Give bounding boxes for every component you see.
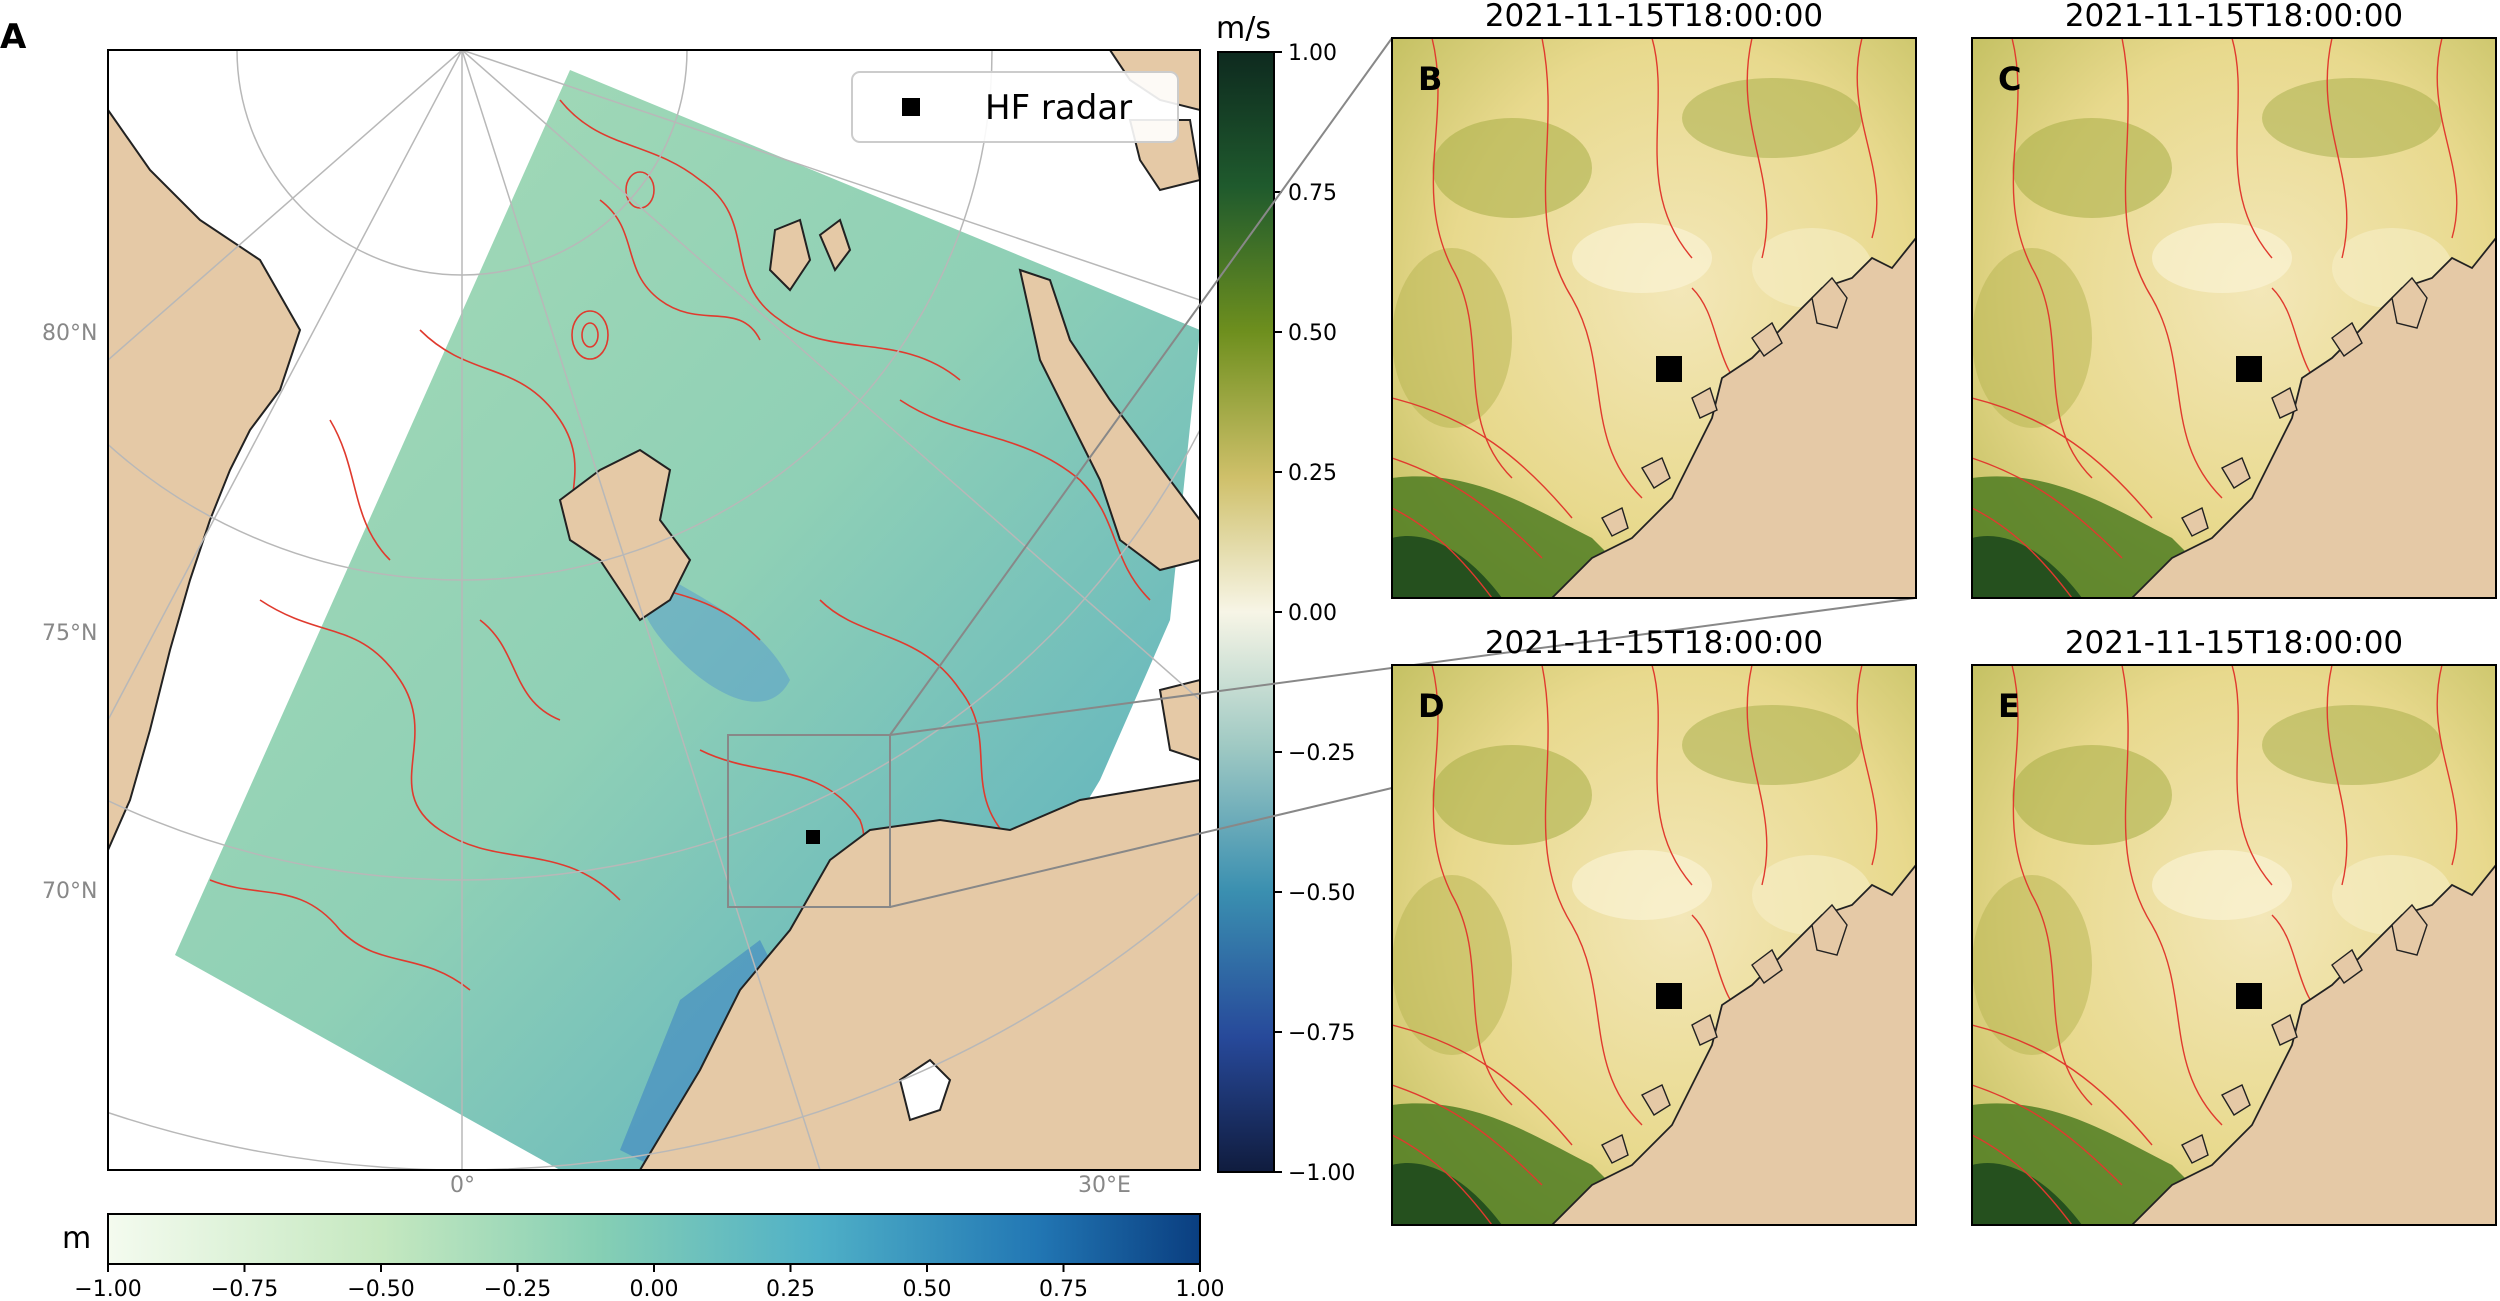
hf-radar-marker	[806, 830, 820, 844]
legend: HF radar	[851, 71, 1179, 143]
panel-a-frame	[107, 49, 1201, 1171]
lat-label-80: 80°N	[42, 321, 97, 346]
colorbar-horizontal-gradient	[107, 1213, 1201, 1265]
colorbar-vertical-tick-label: −0.25	[1288, 741, 1355, 766]
panel-d: 2021-11-15T18:00:00 D	[1391, 625, 1917, 1226]
panel-b-time: 2021-11-15T18:00:00	[1485, 0, 1823, 34]
graticule	[108, 50, 1200, 1170]
colorbar-vertical-ticks: 1.00 0.75 0.50 0.25 0.00 −0.25 −0.50 −0.75 −1.00	[1274, 41, 1355, 1186]
zoom-box	[727, 734, 891, 908]
panel-c-letter: C	[1998, 60, 2021, 98]
panel-d-letter: D	[1418, 687, 1445, 725]
colorbar-vertical-tick-label: −0.50	[1288, 881, 1355, 906]
panel-b-radar-marker	[1656, 356, 1682, 382]
legend-radar-symbol	[902, 98, 920, 116]
colorbar-horizontal-tick-label: 0.00	[630, 1277, 679, 1301]
colorbar-horizontal-tick-label: −0.75	[211, 1277, 278, 1301]
colorbar-horizontal-tick-label: 0.75	[1039, 1277, 1088, 1301]
colorbar-vertical-gradient	[1217, 51, 1275, 1173]
colorbar-vertical-tick-label: −0.75	[1288, 1021, 1355, 1046]
colorbar-horizontal-unit: m	[62, 1221, 91, 1256]
novaya-zemlya-land	[1018, 268, 1200, 572]
colorbar-vertical-tick-label: 0.00	[1288, 601, 1337, 626]
panel-c-frame	[1971, 37, 2497, 599]
panel-d-time: 2021-11-15T18:00:00	[1485, 625, 1823, 661]
panel-d-radar-marker	[1656, 983, 1682, 1009]
colorbar-horizontal-tick-label: −0.25	[484, 1277, 551, 1301]
colorbar-vertical-tick-label: 0.50	[1288, 321, 1337, 346]
colorbar-horizontal-tick-label: −0.50	[347, 1277, 414, 1301]
colorbar-horizontal: m −1.00 −0.75 −0.50 −0.25 0.00 0.25 0.50 0.75 1.…	[62, 1213, 1224, 1301]
colorbar-horizontal-tick-label: 0.25	[766, 1277, 815, 1301]
lon-label-30: 30°E	[1078, 1173, 1131, 1198]
sub-panels: 2021-11-15T18:00:00 B 2021-11-15T18:00:0…	[1391, 0, 2497, 1226]
greenland-land	[108, 108, 302, 851]
lon-label-0: 0°	[450, 1173, 475, 1198]
panel-c: 2021-11-15T18:00:00 C	[1971, 0, 2497, 599]
panel-b-letter: B	[1418, 60, 1442, 98]
colorbar-horizontal-tick-label: 1.00	[1176, 1277, 1225, 1301]
legend-label: HF radar	[985, 88, 1132, 128]
panel-b-frame	[1391, 37, 1917, 599]
shelf-anomaly	[637, 560, 790, 702]
colorbar-vertical-tick-label: 0.75	[1288, 181, 1337, 206]
svalbard-land	[558, 448, 692, 622]
colorbar-vertical: m/s 1.00 0.75 0.50 0.25 0.00 −0.25 −0.50 −0.75 −…	[1216, 11, 1355, 1186]
lat-label-70: 70°N	[42, 879, 97, 904]
colorbar-horizontal-tick-label: −1.00	[74, 1277, 141, 1301]
panel-c-time: 2021-11-15T18:00:00	[2065, 0, 2403, 34]
panel-a-map: HF radar	[108, 50, 1200, 1170]
panel-a-letter: A	[0, 17, 27, 57]
colorbar-vertical-unit: m/s	[1216, 11, 1271, 46]
panel-a: A	[0, 17, 1201, 1198]
colorbar-vertical-tick-label: 1.00	[1288, 41, 1337, 66]
panel-d-frame	[1391, 664, 1917, 1226]
panel-c-radar-marker	[2236, 356, 2262, 382]
colorbar-vertical-tick-label: −1.00	[1288, 1161, 1355, 1186]
colorbar-horizontal-tick-label: 0.50	[903, 1277, 952, 1301]
panel-e-letter: E	[1998, 687, 2020, 725]
scandinavia-land	[638, 778, 1200, 1170]
panel-e-time: 2021-11-15T18:00:00	[2065, 625, 2403, 661]
colorbar-horizontal-ticks: −1.00 −0.75 −0.50 −0.25 0.00 0.25 0.50 0.75 1.00	[74, 1264, 1224, 1301]
panel-b: 2021-11-15T18:00:00 B	[1391, 0, 1917, 599]
panel-e: 2021-11-15T18:00:00 E	[1971, 625, 2497, 1226]
lat-label-75: 75°N	[42, 621, 97, 646]
panel-e-frame	[1971, 664, 2497, 1226]
colorbar-vertical-tick-label: 0.25	[1288, 461, 1337, 486]
panel-e-radar-marker	[2236, 983, 2262, 1009]
